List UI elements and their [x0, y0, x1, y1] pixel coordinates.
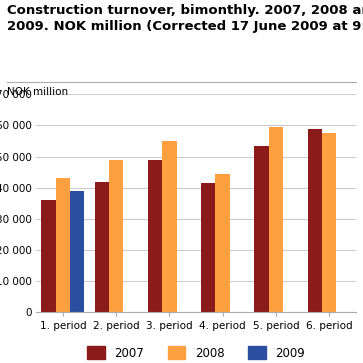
Bar: [41, 200, 56, 312]
Bar: [254, 146, 269, 312]
Bar: [307, 129, 322, 312]
Bar: [322, 133, 336, 312]
Bar: [269, 127, 283, 312]
Bar: [95, 182, 109, 312]
Bar: [216, 174, 230, 312]
Bar: [70, 191, 85, 312]
Bar: [56, 178, 70, 312]
Text: NOK million: NOK million: [7, 87, 68, 97]
Bar: [148, 160, 162, 312]
Text: Construction turnover, bimonthly. 2007, 2008 and
2009. NOK million (Corrected 17: Construction turnover, bimonthly. 2007, …: [7, 4, 363, 33]
Bar: [109, 160, 123, 312]
Bar: [162, 141, 176, 312]
Legend: 2007, 2008, 2009: 2007, 2008, 2009: [87, 346, 305, 360]
Bar: [201, 183, 216, 312]
